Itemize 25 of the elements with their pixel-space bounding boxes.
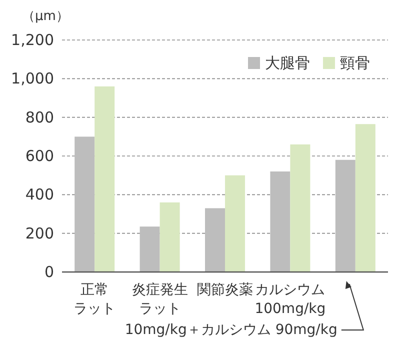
bar (74, 136, 95, 272)
y-tick-label: 400 (25, 186, 54, 204)
bar (94, 86, 115, 272)
y-tick-label: 600 (25, 147, 54, 165)
bar (355, 124, 376, 272)
x-tick-label: 正常ラット (74, 282, 116, 317)
text: 10mg/kg＋カルシウム 90mg/kg (124, 322, 338, 338)
y-tick-label: 800 (25, 108, 54, 126)
legend-label: 頸骨 (340, 54, 370, 72)
x-tick-label: 関節炎薬 (197, 282, 253, 298)
x-tick-label: 炎症発生ラット (132, 282, 188, 317)
bar (225, 175, 245, 272)
y-tick-label: 200 (25, 224, 54, 242)
bar (290, 144, 310, 272)
bar (270, 171, 290, 272)
bar (160, 202, 180, 272)
x-tick-label: カルシウム100mg/kg (254, 282, 326, 317)
legend-label: 大腿骨 (265, 54, 310, 72)
bar (205, 208, 225, 272)
bar (140, 226, 160, 272)
bar (335, 160, 356, 272)
y-tick-label: 1,000 (11, 70, 54, 88)
y-axis-title: （μm） (22, 9, 69, 24)
y-tick-label: 0 (44, 263, 54, 281)
y-tick-label: 1,200 (11, 31, 54, 49)
